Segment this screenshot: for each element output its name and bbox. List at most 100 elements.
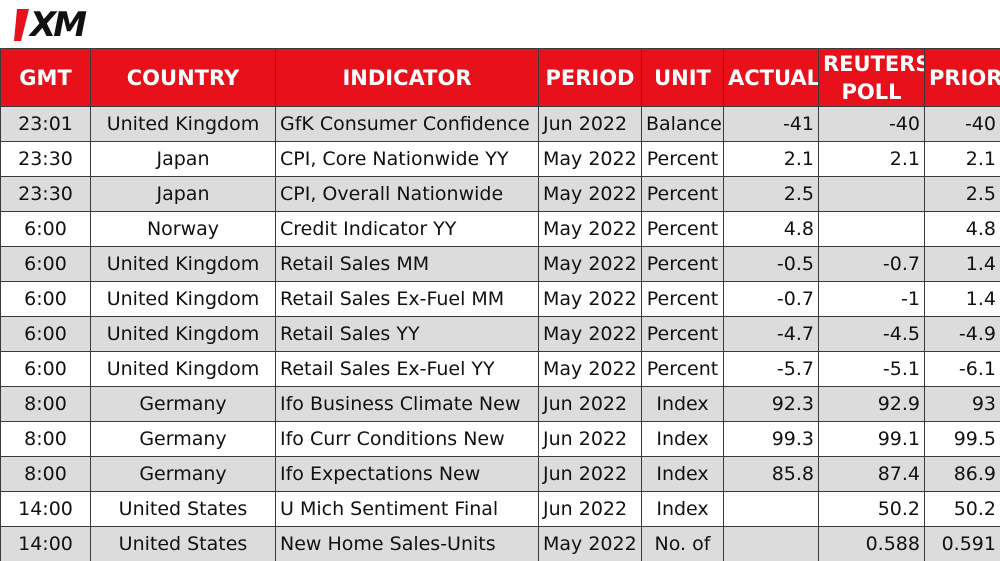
cell-prior: 2.1 [924,141,1000,177]
header-period: PERIOD [538,48,642,107]
cell-actual: -0.5 [723,246,819,282]
header-reuters-poll: REUTERS POLL [818,48,925,107]
cell-reuters-poll: -1 [818,281,925,317]
cell-gmt: 6:00 [0,281,91,317]
table-row: 6:00 United Kingdom Retail Sales Ex-Fuel M… [0,281,1000,317]
cell-reuters-poll: 87.4 [818,456,925,492]
cell-country: Japan [90,141,276,177]
cell-period: May 2022 [538,351,642,387]
table-row: 8:00 Germany Ifo Expectations New Jun 2022 I… [0,456,1000,492]
cell-unit: Index [641,386,724,422]
header-row: GMT COUNTRY INDICATOR PERIOD UNIT ACTUAL… [0,48,1000,107]
cell-indicator: Retail Sales YY [275,316,539,352]
cell-indicator: New Home Sales-Units [275,526,539,561]
cell-period: Jun 2022 [538,456,642,492]
header-actual: ACTUAL [723,48,819,107]
cell-country: Japan [90,176,276,212]
cell-period: Jun 2022 [538,106,642,142]
cell-actual [723,491,819,527]
cell-reuters-poll: 50.2 [818,491,925,527]
table-row: 8:00 Germany Ifo Business Climate New Jun 2… [0,386,1000,422]
cell-indicator: Retail Sales Ex-Fuel YY [275,351,539,387]
cell-indicator: Credit Indicator YY [275,211,539,247]
cell-unit: Index [641,421,724,457]
table-row: 14:00 United States New Home Sales-Units Ma… [0,526,1000,561]
cell-reuters-poll [818,176,925,212]
table-row: 6:00 United Kingdom Retail Sales Ex-Fuel Y… [0,351,1000,387]
header-country: COUNTRY [90,48,276,107]
xm-logo: XM [14,5,87,45]
cell-period: May 2022 [538,281,642,317]
header-prior: PRIOR [924,48,1000,107]
cell-indicator: GfK Consumer Confidence [275,106,539,142]
cell-gmt: 8:00 [0,456,91,492]
cell-prior: 50.2 [924,491,1000,527]
cell-prior: 99.5 [924,421,1000,457]
cell-reuters-poll: -5.1 [818,351,925,387]
cell-gmt: 6:00 [0,316,91,352]
cell-period: May 2022 [538,141,642,177]
table-row: 6:00 United Kingdom Retail Sales MM May 202… [0,246,1000,282]
cell-indicator: Ifo Curr Conditions New [275,421,539,457]
cell-country: United Kingdom [90,106,276,142]
cell-unit: Index [641,491,724,527]
cell-gmt: 23:01 [0,106,91,142]
cell-prior: 1.4 [924,246,1000,282]
table-row: 23:01 United Kingdom GfK Consumer Confiden… [0,106,1000,142]
cell-actual: 85.8 [723,456,819,492]
economic-calendar-table: GMT COUNTRY INDICATOR PERIOD UNIT ACTUAL… [0,48,1000,561]
cell-actual [723,526,819,561]
cell-gmt: 14:00 [0,491,91,527]
cell-unit: Percent [641,176,724,212]
cell-country: Germany [90,456,276,492]
cell-indicator: Ifo Expectations New [275,456,539,492]
cell-unit: Index [641,456,724,492]
cell-period: May 2022 [538,316,642,352]
cell-country: United Kingdom [90,281,276,317]
table-row: 8:00 Germany Ifo Curr Conditions New Jun 20… [0,421,1000,457]
cell-reuters-poll [818,211,925,247]
xm-logo-text: XM [30,5,87,45]
cell-indicator: CPI, Overall Nationwide [275,176,539,212]
cell-reuters-poll: -4.5 [818,316,925,352]
cell-actual: 99.3 [723,421,819,457]
cell-prior: -4.9 [924,316,1000,352]
table-row: 6:00 United Kingdom Retail Sales YY May 202… [0,316,1000,352]
cell-gmt: 14:00 [0,526,91,561]
cell-unit: Percent [641,316,724,352]
cell-gmt: 8:00 [0,386,91,422]
cell-country: United Kingdom [90,351,276,387]
cell-prior: 93 [924,386,1000,422]
cell-actual: 4.8 [723,211,819,247]
cell-period: May 2022 [538,176,642,212]
header-gmt: GMT [0,48,91,107]
header-unit: UNIT [641,48,724,107]
header-reuters-poll-line2: POLL [841,79,902,104]
cell-period: May 2022 [538,526,642,561]
cell-period: Jun 2022 [538,386,642,422]
cell-prior: 0.591 [924,526,1000,561]
cell-actual: 92.3 [723,386,819,422]
cell-gmt: 23:30 [0,176,91,212]
cell-reuters-poll: -0.7 [818,246,925,282]
cell-gmt: 8:00 [0,421,91,457]
cell-country: Germany [90,421,276,457]
cell-prior: -6.1 [924,351,1000,387]
cell-country: Norway [90,211,276,247]
table-row: 23:30 Japan CPI, Core Nationwide YY May 202… [0,141,1000,177]
cell-unit: Percent [641,246,724,282]
cell-indicator: Retail Sales Ex-Fuel MM [275,281,539,317]
cell-gmt: 6:00 [0,351,91,387]
cell-country: United Kingdom [90,246,276,282]
cell-period: Jun 2022 [538,491,642,527]
cell-actual: -4.7 [723,316,819,352]
cell-unit: Percent [641,141,724,177]
cell-reuters-poll: 2.1 [818,141,925,177]
cell-indicator: Retail Sales MM [275,246,539,282]
cell-prior: 2.5 [924,176,1000,212]
cell-indicator: CPI, Core Nationwide YY [275,141,539,177]
cell-reuters-poll: 99.1 [818,421,925,457]
cell-reuters-poll: 0.588 [818,526,925,561]
cell-indicator: U Mich Sentiment Final [275,491,539,527]
